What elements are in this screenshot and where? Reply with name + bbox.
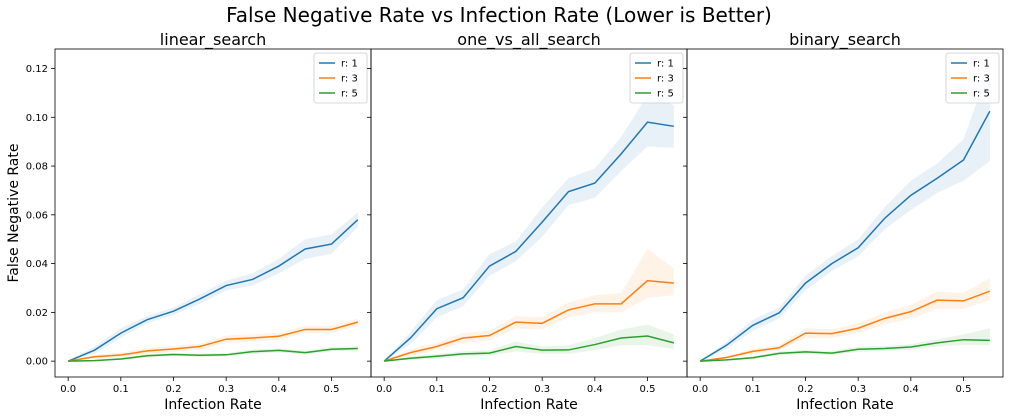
x-tick-label: 0.2 xyxy=(166,384,182,395)
figure-title: False Negative Rate vs Infection Rate (L… xyxy=(226,3,772,27)
series-line-r3 xyxy=(383,279,674,362)
series-line-r5 xyxy=(384,335,675,362)
x-tick-label: 0.0 xyxy=(376,384,392,395)
legend: r: 1 r: 3 r: 5 xyxy=(313,52,368,104)
y-tick-label: 0.04 xyxy=(26,259,48,270)
confidence-band-r1 xyxy=(384,95,674,362)
legend: r: 1 r: 3 r: 5 xyxy=(945,52,1000,104)
plot-frame xyxy=(686,48,1004,378)
confidence-band-r3 xyxy=(68,318,358,362)
panel-title: binary_search xyxy=(789,30,901,50)
x-tick-label: 0.5 xyxy=(324,384,340,395)
series-line-r3 xyxy=(700,290,991,362)
x-tick-label: 0.2 xyxy=(798,384,814,395)
legend-label: r: 1 xyxy=(341,59,358,70)
legend-label: r: 5 xyxy=(973,89,990,100)
y-tick-label: 0.00 xyxy=(26,357,48,368)
x-tick-label: 0.3 xyxy=(218,384,234,395)
x-tick-label: 0.5 xyxy=(956,384,972,395)
legend-box xyxy=(313,52,368,104)
y-tick-label: 0.08 xyxy=(26,162,48,173)
panels: linear_search 0.0 0.1 0.2 0.3 0.4 0.5 0.00 0.02 0… xyxy=(6,30,1004,413)
legend-label: r: 3 xyxy=(973,74,990,85)
x-tick-label: 0.2 xyxy=(482,384,498,395)
confidence-band-r3 xyxy=(384,248,674,362)
series-line-r3 xyxy=(68,321,359,362)
x-axis-title: Infection Rate xyxy=(480,397,578,413)
x-tick-label: 0.4 xyxy=(271,384,287,395)
legend-label: r: 3 xyxy=(657,74,674,85)
legend-box xyxy=(945,52,1000,104)
series-line-r1 xyxy=(699,110,991,362)
confidence-band-r5 xyxy=(68,346,358,362)
series-line-r5 xyxy=(68,347,358,362)
x-tick-label: 0.1 xyxy=(745,384,761,395)
panel-0: linear_search 0.0 0.1 0.2 0.3 0.4 0.5 0.00 0.02 0… xyxy=(6,30,372,413)
y-axis-title: False Negative Rate xyxy=(6,144,22,283)
y-tick-label: 0.02 xyxy=(26,308,48,319)
x-tick-label: 0.0 xyxy=(692,384,708,395)
x-tick-label: 0.0 xyxy=(60,384,76,395)
x-tick-label: 0.4 xyxy=(903,384,919,395)
confidence-band-r3 xyxy=(700,278,990,362)
x-tick-label: 0.1 xyxy=(113,384,129,395)
legend-label: r: 5 xyxy=(341,89,358,100)
y-tick-label: 0.06 xyxy=(26,210,48,221)
series-line-r1 xyxy=(383,121,674,362)
series-line-r1 xyxy=(67,219,359,362)
x-tick-label: 0.1 xyxy=(429,384,445,395)
legend: r: 1 r: 3 r: 5 xyxy=(629,52,684,104)
confidence-band-r5 xyxy=(700,328,990,362)
x-tick-label: 0.3 xyxy=(534,384,550,395)
confidence-band-r1 xyxy=(68,212,358,362)
x-axis-title: Infection Rate xyxy=(796,397,894,413)
y-tick-label: 0.10 xyxy=(26,113,48,124)
legend-label: r: 1 xyxy=(973,59,990,70)
legend-label: r: 5 xyxy=(657,89,674,100)
legend-label: r: 3 xyxy=(341,74,358,85)
x-tick-label: 0.4 xyxy=(587,384,603,395)
x-tick-label: 0.3 xyxy=(850,384,866,395)
confidence-band-r5 xyxy=(384,324,674,362)
panel-1: one_vs_all_search 0.0 0.1 0.2 0.3 0.4 0.5 Infec… xyxy=(367,30,688,413)
x-tick-label: 0.5 xyxy=(640,384,656,395)
panel-2: binary_search 0.0 0.1 0.2 0.3 0.4 0.5 Infection… xyxy=(683,30,1004,413)
legend-box xyxy=(629,52,684,104)
panel-title: one_vs_all_search xyxy=(457,30,600,50)
series-line-r5 xyxy=(700,338,990,362)
legend-label: r: 1 xyxy=(657,59,674,70)
y-tick-label: 0.12 xyxy=(26,64,48,75)
x-axis-title: Infection Rate xyxy=(164,397,262,413)
confidence-band-r1 xyxy=(700,66,990,362)
panel-title: linear_search xyxy=(160,30,266,50)
